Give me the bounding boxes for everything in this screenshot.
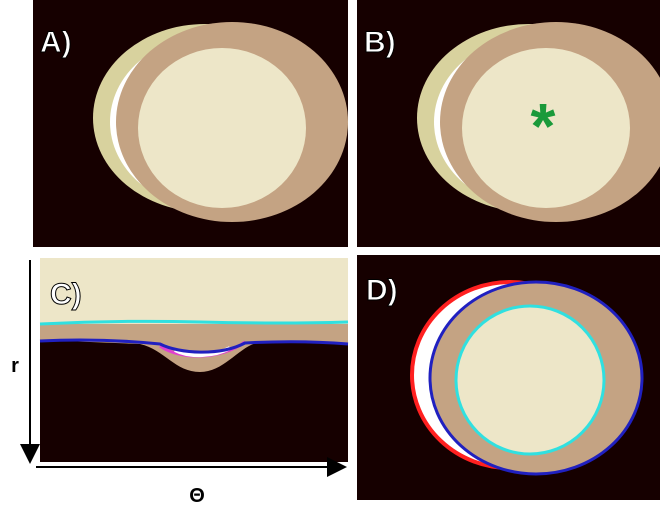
page: A) * B) C) r Θ D) (() => { const data = …: [0, 0, 660, 512]
panel-label: D): [366, 274, 398, 307]
panel-d: D): [357, 255, 660, 500]
axis-label: Θ: [189, 485, 205, 507]
marker: *: [531, 90, 556, 162]
panel-a: A): [33, 0, 348, 247]
panel-label: A): [40, 26, 72, 59]
panel-label: B): [364, 26, 396, 59]
figure: A) * B) C) r Θ D): [0, 0, 660, 512]
panel-c: C): [40, 258, 348, 462]
panel-b: * B): [357, 0, 660, 247]
axis-label: r: [11, 355, 19, 377]
panel-label: C): [50, 278, 82, 311]
